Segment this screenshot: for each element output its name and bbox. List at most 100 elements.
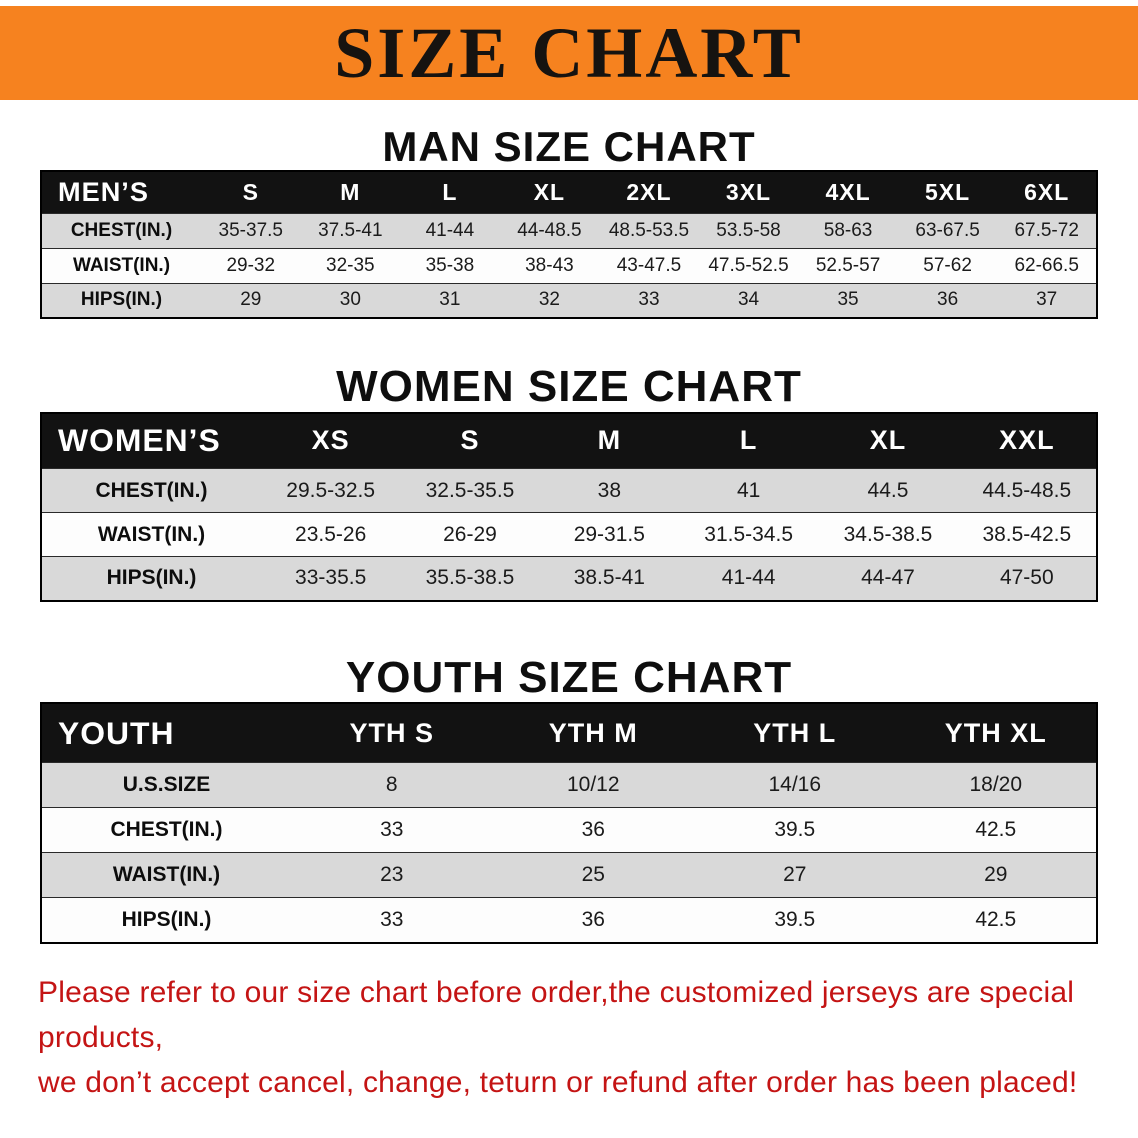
column-header-cell: XL bbox=[533, 178, 566, 205]
table-row: HIPS(IN.) 33-35.5 35.5-38.5 38.5-41 41-44 44-… bbox=[41, 556, 1097, 601]
value-cell: 52.5-57 bbox=[815, 254, 881, 276]
row-label-cell: HIPS(IN.) bbox=[106, 566, 197, 590]
table-row: CHEST(IN.) 35-37.5 37.5-41 41-44 44-48.5 48.5… bbox=[41, 213, 1097, 249]
value-cell: 62-66.5 bbox=[1014, 254, 1079, 276]
value-cell: 8 bbox=[385, 773, 398, 797]
value-cell: 37 bbox=[1036, 289, 1058, 311]
youth-section-heading: YOUTH SIZE CHART bbox=[345, 652, 793, 702]
table-title-cell: MEN’S bbox=[58, 176, 149, 208]
value-cell: 34.5-38.5 bbox=[843, 522, 933, 546]
value-cell: 53.5-58 bbox=[716, 219, 781, 241]
row-label-cell: CHEST(IN.) bbox=[110, 818, 223, 842]
column-header-cell: M bbox=[597, 425, 622, 456]
value-cell: 32.5-35.5 bbox=[425, 478, 515, 502]
table-row: WAIST(IN.) 23.5-26 26-29 29-31.5 31.5-34.5 34… bbox=[41, 512, 1097, 557]
value-cell: 44-47 bbox=[861, 566, 915, 590]
footer-disclaimer: Please refer to our size chart before or… bbox=[0, 970, 1138, 1105]
column-header-cell: XS bbox=[311, 425, 350, 456]
row-label-cell: CHEST(IN.) bbox=[70, 219, 173, 241]
value-cell: 33 bbox=[380, 818, 404, 842]
value-cell: 14/16 bbox=[768, 773, 822, 797]
table-header-row: YOUTH YTH S YTH M YTH L YTH XL bbox=[41, 702, 1097, 763]
row-label-cell: U.S.SIZE bbox=[122, 773, 211, 797]
women-size-table: WOMEN’S XS S M L XL XXL CHEST(IN.) 29.5-32.5 32.5… bbox=[40, 411, 1098, 602]
value-cell: 10/12 bbox=[566, 773, 620, 797]
value-cell: 18/20 bbox=[969, 773, 1023, 797]
women-size-section: WOMEN SIZE CHART WOMEN’S XS S M L XL XXL CHEST(… bbox=[0, 362, 1138, 602]
column-header-cell: YTH L bbox=[753, 717, 837, 748]
value-cell: 57-62 bbox=[923, 254, 972, 276]
value-cell: 35 bbox=[837, 289, 859, 311]
row-label-cell: HIPS(IN.) bbox=[80, 289, 163, 311]
value-cell: 29.5-32.5 bbox=[286, 478, 376, 502]
value-cell: 23 bbox=[380, 863, 404, 887]
value-cell: 30 bbox=[339, 289, 361, 311]
row-label-cell: WAIST(IN.) bbox=[72, 254, 171, 276]
column-header-cell: L bbox=[442, 178, 458, 205]
value-cell: 36 bbox=[937, 289, 959, 311]
table-header-row: MEN’S S M L XL 2XL 3XL 4XL 5XL 6XL bbox=[41, 171, 1097, 214]
value-cell: 27 bbox=[783, 863, 807, 887]
value-cell: 43-47.5 bbox=[616, 254, 682, 276]
value-cell: 41-44 bbox=[721, 566, 776, 590]
banner: SIZE CHART bbox=[0, 6, 1138, 100]
row-label-cell: WAIST(IN.) bbox=[97, 522, 206, 546]
value-cell: 42.5 bbox=[975, 818, 1017, 842]
column-header-cell: YTH XL bbox=[944, 717, 1047, 748]
value-cell: 35-37.5 bbox=[218, 219, 283, 241]
value-cell: 36 bbox=[581, 818, 605, 842]
table-row: CHEST(IN.) 29.5-32.5 32.5-35.5 38 41 44.5 44.5… bbox=[41, 468, 1097, 513]
value-cell: 36 bbox=[581, 908, 605, 932]
value-cell: 25 bbox=[581, 863, 605, 887]
value-cell: 34 bbox=[737, 289, 760, 311]
value-cell: 47-50 bbox=[999, 566, 1054, 590]
value-cell: 33 bbox=[380, 908, 404, 932]
table-row: U.S.SIZE 8 10/12 14/16 18/20 bbox=[41, 762, 1097, 808]
men-size-section: MAN SIZE CHART MEN’S S M L XL 2XL 3XL 4XL 5XL 6XL… bbox=[0, 123, 1138, 320]
value-cell: 38-43 bbox=[525, 254, 574, 276]
men-section-heading: MAN SIZE CHART bbox=[382, 123, 756, 170]
footer-disclaimer-line2: we don’t accept cancel, change, teturn o… bbox=[38, 1065, 1078, 1099]
value-cell: 63-67.5 bbox=[915, 219, 980, 241]
value-cell: 23.5-26 bbox=[295, 522, 367, 546]
row-label-cell: HIPS(IN.) bbox=[121, 908, 212, 932]
value-cell: 41 bbox=[736, 478, 761, 502]
table-title-cell: YOUTH bbox=[58, 714, 175, 751]
value-cell: 44.5-48.5 bbox=[982, 478, 1072, 502]
row-label-cell: WAIST(IN.) bbox=[112, 863, 221, 887]
column-header-cell: XXL bbox=[999, 425, 1055, 456]
table-title-cell: WOMEN’S bbox=[58, 422, 221, 459]
value-cell: 31.5-34.5 bbox=[704, 522, 794, 546]
value-cell: 42.5 bbox=[975, 908, 1017, 932]
value-cell: 47.5-52.5 bbox=[708, 254, 789, 276]
value-cell: 33-35.5 bbox=[295, 566, 367, 590]
value-cell: 67.5-72 bbox=[1014, 219, 1079, 241]
table-row: CHEST(IN.) 33 36 39.5 42.5 bbox=[41, 807, 1097, 853]
value-cell: 33 bbox=[638, 289, 660, 311]
column-header-cell: 6XL bbox=[1024, 178, 1070, 205]
value-cell: 37.5-41 bbox=[318, 219, 383, 241]
table-row: HIPS(IN.) 29 30 31 32 33 34 35 36 37 bbox=[41, 283, 1097, 319]
value-cell: 38 bbox=[597, 478, 621, 502]
value-cell: 29 bbox=[240, 289, 262, 311]
banner-title: SIZE CHART bbox=[334, 13, 804, 93]
column-header-cell: YTH M bbox=[548, 717, 638, 748]
column-header-cell: 4XL bbox=[825, 178, 871, 205]
column-header-cell: S bbox=[460, 425, 480, 456]
table-header-row: WOMEN’S XS S M L XL XXL bbox=[41, 412, 1097, 469]
value-cell: 29-31.5 bbox=[573, 522, 645, 546]
youth-size-table: YOUTH YTH S YTH M YTH L YTH XL U.S.SIZE 8 10/12… bbox=[40, 701, 1098, 944]
women-section-heading: WOMEN SIZE CHART bbox=[336, 362, 802, 412]
column-header-cell: M bbox=[340, 178, 361, 205]
youth-size-section: YOUTH SIZE CHART YOUTH YTH S YTH M YTH L YTH… bbox=[0, 652, 1138, 944]
column-header-cell: XL bbox=[869, 425, 907, 456]
table-row: WAIST(IN.) 29-32 32-35 35-38 38-43 43-47.5 47.… bbox=[41, 248, 1097, 284]
value-cell: 32 bbox=[538, 289, 560, 311]
column-header-cell: S bbox=[242, 178, 259, 205]
value-cell: 31 bbox=[439, 289, 461, 311]
table-row: WAIST(IN.) 23 25 27 29 bbox=[41, 852, 1097, 898]
column-header-cell: 2XL bbox=[626, 178, 672, 205]
value-cell: 41-44 bbox=[425, 219, 475, 241]
value-cell: 26-29 bbox=[443, 522, 497, 546]
value-cell: 38.5-42.5 bbox=[982, 522, 1072, 546]
